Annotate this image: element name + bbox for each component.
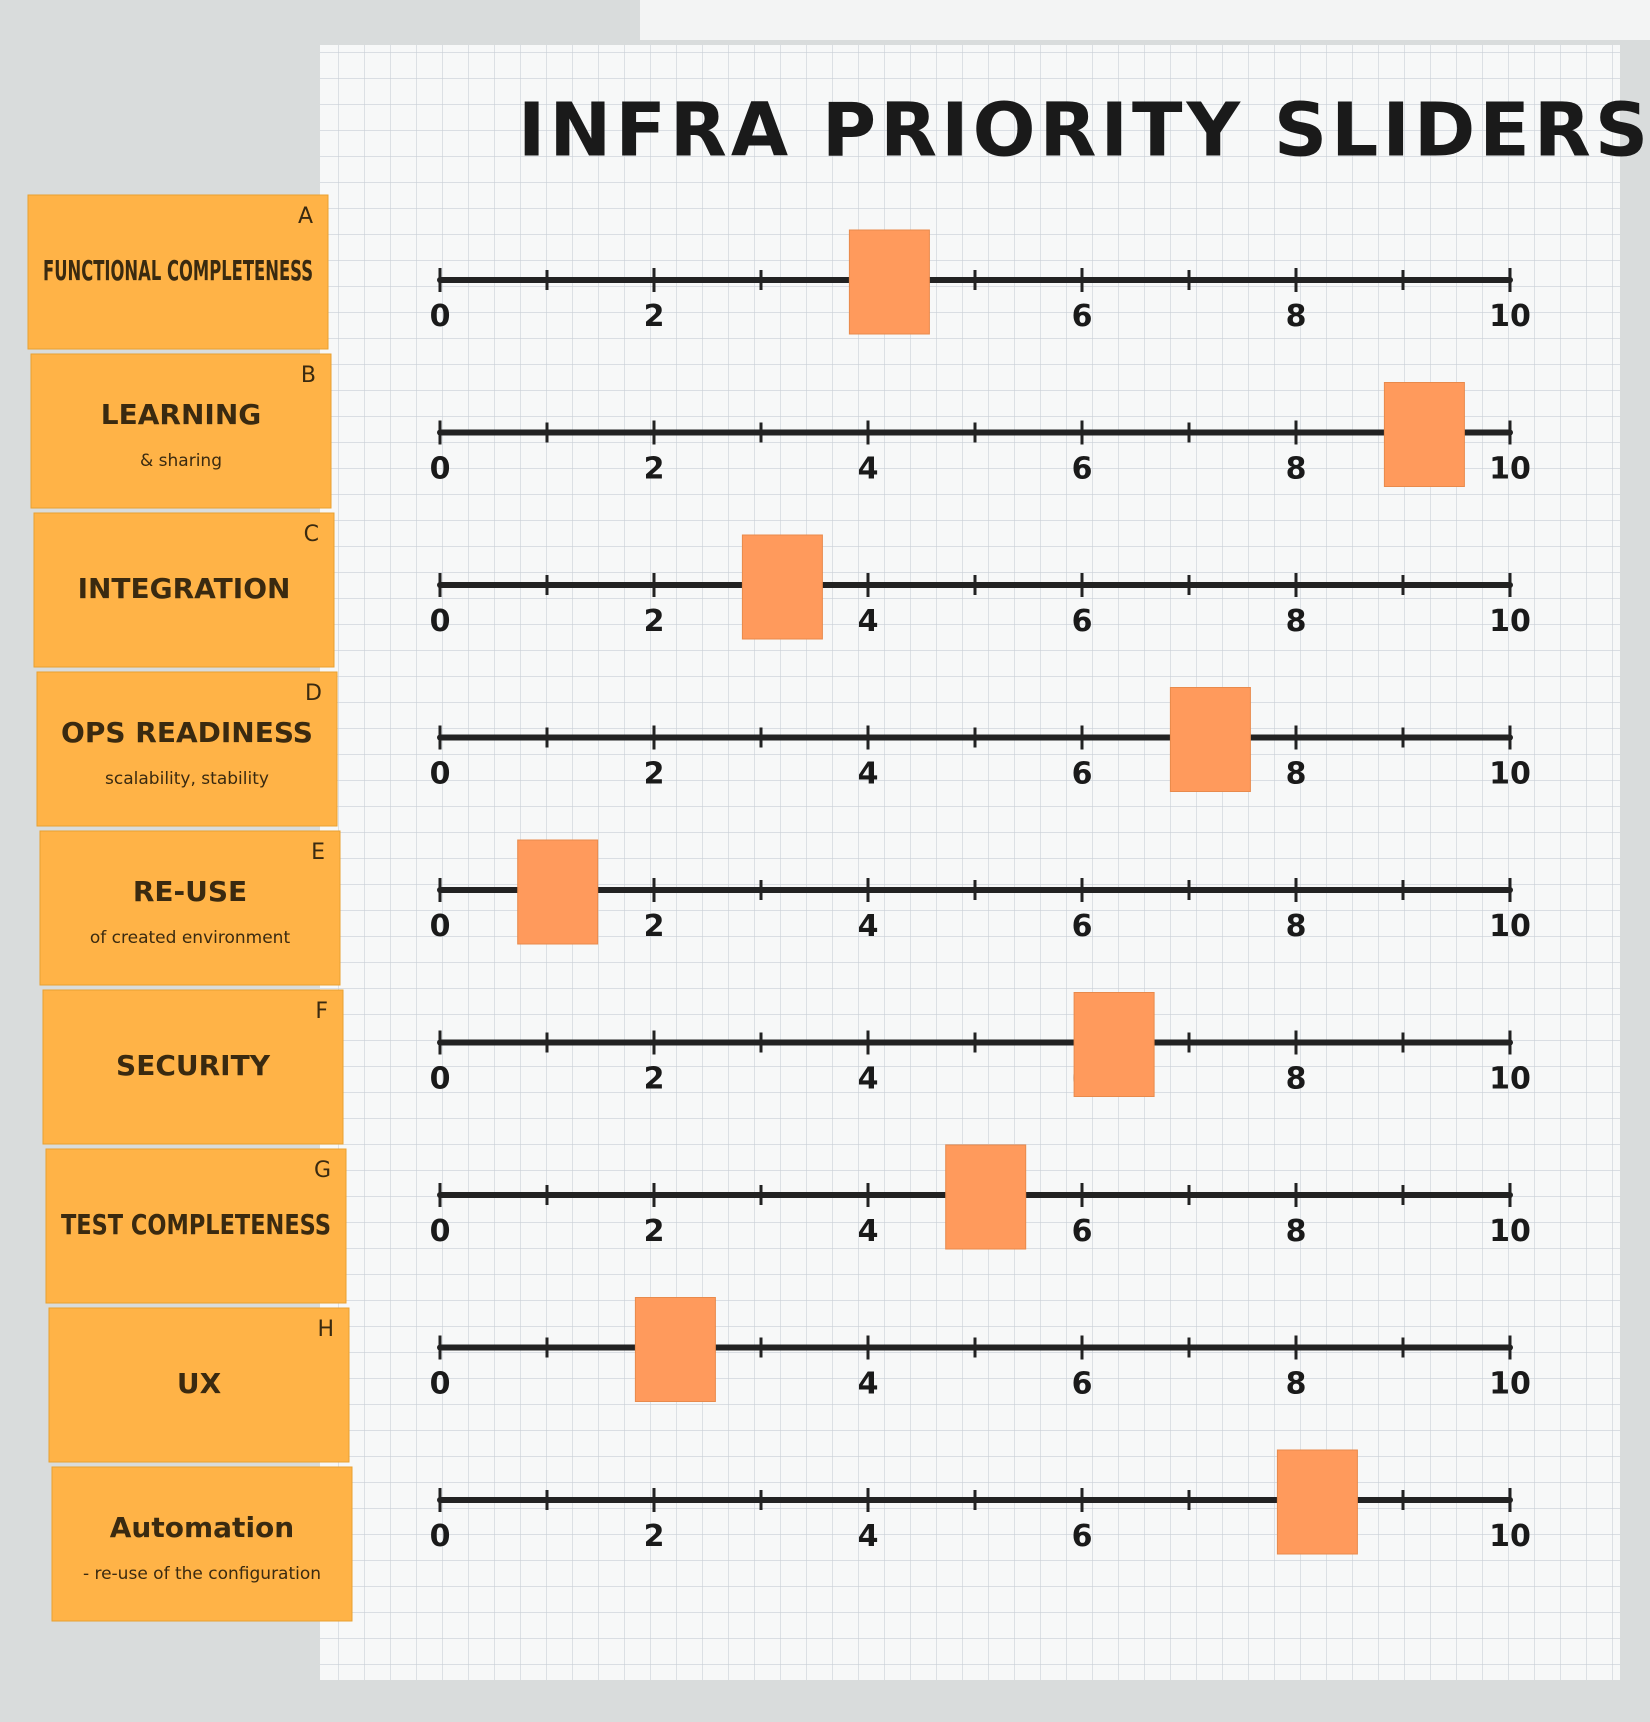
tick-label: 0 — [430, 1062, 451, 1097]
sticky-note — [33, 512, 335, 668]
note-label: RE-USE — [133, 875, 247, 908]
note-letter: D — [305, 681, 322, 706]
back-sheet — [640, 0, 1650, 40]
sticky-note — [51, 1466, 353, 1622]
note-label: SECURITY — [116, 1049, 271, 1082]
slider-handle — [741, 534, 823, 640]
sticky-note — [45, 1148, 347, 1304]
note-letter: A — [298, 204, 313, 229]
tick-label: 0 — [430, 1519, 451, 1554]
tick-label: 2 — [644, 757, 665, 792]
tick-label: 6 — [1072, 1519, 1093, 1554]
tick-label: 6 — [1072, 757, 1093, 792]
chart-title: INFRA PRIORITY SLIDERS — [518, 88, 1650, 174]
tick-label: 4 — [858, 1367, 879, 1402]
slider-handle — [1169, 687, 1251, 792]
tick-label: 0 — [430, 1214, 451, 1249]
note-letter: G — [314, 1158, 331, 1183]
tick-label: 8 — [1286, 604, 1307, 639]
tick-label: 8 — [1286, 452, 1307, 487]
tick-label: 2 — [644, 1062, 665, 1097]
slider-handle — [634, 1297, 716, 1402]
note-subtitle: scalability, stability — [105, 769, 269, 789]
tick-label: 2 — [644, 604, 665, 639]
note-label: OPS READINESS — [61, 716, 313, 749]
tick-label: 4 — [858, 1519, 879, 1554]
board-grid — [320, 45, 1620, 1680]
tick-label: 6 — [1072, 452, 1093, 487]
sticky-note — [48, 1307, 350, 1463]
note-label: LEARNING — [101, 398, 261, 431]
tick-label: 4 — [858, 1214, 879, 1249]
slider-handle — [517, 839, 599, 945]
tick-label: 8 — [1286, 909, 1307, 944]
tick-label: 10 — [1489, 1519, 1531, 1554]
tick-label: 10 — [1489, 757, 1531, 792]
slider-handle — [1383, 382, 1465, 487]
tick-label: 0 — [430, 604, 451, 639]
tick-label: 0 — [430, 909, 451, 944]
tick-label: 6 — [1072, 299, 1093, 334]
note-letter: F — [315, 999, 328, 1024]
note-subtitle: & sharing — [140, 451, 222, 471]
tick-label: 2 — [644, 299, 665, 334]
slider-handle — [1276, 1449, 1358, 1555]
tick-label: 2 — [644, 1214, 665, 1249]
tick-label: 0 — [430, 757, 451, 792]
tick-label: 10 — [1489, 1062, 1531, 1097]
tick-label: 4 — [858, 604, 879, 639]
tick-label: 6 — [1072, 1214, 1093, 1249]
sticky-note — [27, 194, 329, 350]
note-subtitle: of created environment — [90, 928, 291, 948]
sticky-note — [42, 989, 344, 1145]
tick-label: 4 — [858, 452, 879, 487]
note-label: INTEGRATION — [78, 572, 291, 605]
slider-handle — [1073, 992, 1155, 1097]
tick-label: 0 — [430, 452, 451, 487]
note-subtitle: - re-use of the configuration — [83, 1564, 321, 1584]
tick-label: 10 — [1489, 1214, 1531, 1249]
tick-label: 0 — [430, 1367, 451, 1402]
tick-label: 8 — [1286, 1367, 1307, 1402]
tick-label: 4 — [858, 909, 879, 944]
tick-label: 0 — [430, 299, 451, 334]
tick-label: 2 — [644, 452, 665, 487]
note-letter: H — [317, 1317, 334, 1342]
tick-label: 10 — [1489, 1367, 1531, 1402]
tick-label: 8 — [1286, 1062, 1307, 1097]
note-label: TEST COMPLETENESS — [61, 1208, 331, 1241]
slider-handle — [945, 1144, 1027, 1250]
note-letter: C — [304, 522, 319, 547]
tick-label: 10 — [1489, 452, 1531, 487]
tick-label: 10 — [1489, 604, 1531, 639]
tick-label: 4 — [858, 1062, 879, 1097]
note-label: UX — [177, 1367, 222, 1400]
note-letter: E — [311, 840, 325, 865]
tick-label: 2 — [644, 1519, 665, 1554]
note-letter: B — [301, 363, 316, 388]
slider-handle — [848, 229, 930, 335]
tick-label: 8 — [1286, 757, 1307, 792]
sticky-note — [39, 830, 341, 986]
tick-label: 4 — [858, 757, 879, 792]
note-label: FUNCTIONAL COMPLETENESS — [43, 254, 313, 287]
tick-label: 6 — [1072, 909, 1093, 944]
tick-label: 6 — [1072, 1367, 1093, 1402]
tick-label: 6 — [1072, 604, 1093, 639]
tick-label: 2 — [644, 909, 665, 944]
tick-label: 8 — [1286, 1214, 1307, 1249]
sticky-note — [30, 353, 332, 509]
tick-label: 10 — [1489, 909, 1531, 944]
note-label: Automation — [110, 1511, 294, 1544]
tick-label: 10 — [1489, 299, 1531, 334]
sticky-note — [36, 671, 338, 827]
tick-label: 8 — [1286, 299, 1307, 334]
